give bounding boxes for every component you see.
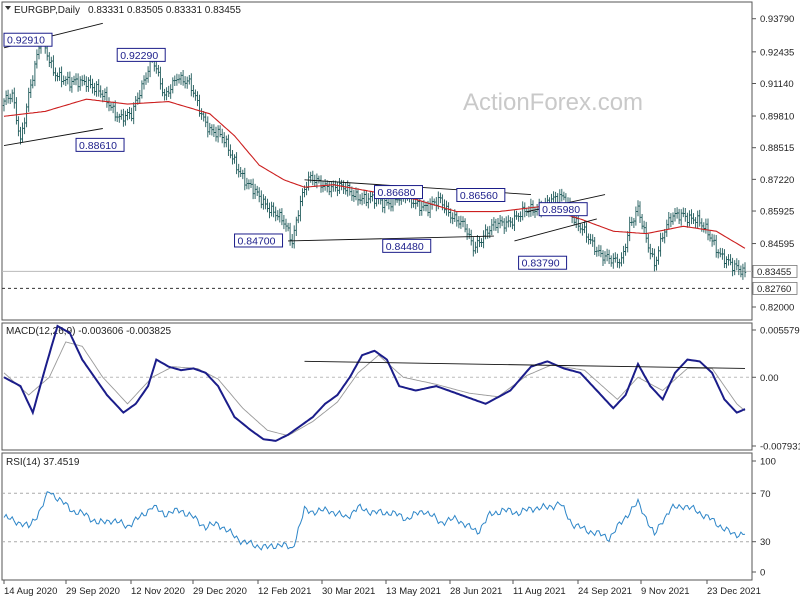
rsi-series	[2, 491, 752, 551]
macd-panel-frame	[1, 322, 753, 451]
macd-signal-line	[3, 341, 746, 437]
macd-tick-label: 0.00	[760, 373, 779, 384]
price-tick-label: 0.85925	[760, 207, 794, 218]
x-tick-label: 12 Feb 2021	[258, 586, 311, 597]
macd-line	[3, 324, 746, 442]
trendline-triangle-bottom	[288, 235, 494, 242]
rsi-tick-label: 0	[760, 568, 765, 579]
price-callout-box	[116, 47, 166, 62]
watermark: ActionForex.com	[463, 89, 643, 116]
price-tick-label: 0.92435	[760, 47, 794, 58]
x-tick-label: 23 Dec 2021	[707, 586, 761, 597]
price-tick-label: 0.88515	[760, 143, 794, 154]
price-tick-label: 0.93790	[760, 14, 794, 25]
price-bar	[743, 262, 747, 278]
rsi-tick-label: 100	[760, 457, 776, 468]
x-tick-label: 24 Sep 2021	[578, 586, 632, 597]
x-tick-label: 12 Nov 2020	[131, 586, 185, 597]
x-tick-label: 29 Sep 2020	[66, 586, 120, 597]
price-y-axis: 0.93790 0.92435 0.91140 0.89810 0.88515 0.872…	[752, 14, 798, 313]
symbol-label: EURGBP,Daily	[14, 5, 80, 16]
rsi-line	[3, 491, 746, 551]
ohlc-values: 0.83331 0.83505 0.83331 0.83455	[88, 5, 241, 16]
price-callout-label: 0.85980	[542, 204, 580, 216]
price-tick-label: 0.84595	[760, 239, 794, 250]
price-callouts: 0.92910 0.92290 0.88610 0.84700 0.86680 0.844…	[3, 32, 588, 270]
macd-tick-label: 0.005579	[760, 326, 800, 337]
rsi-panel-frame	[1, 452, 753, 581]
price-callout-label: 0.83790	[522, 258, 560, 270]
x-tick-label: 14 Aug 2020	[4, 586, 57, 597]
macd-trendline	[304, 360, 746, 369]
collapse-triangle-icon	[5, 6, 11, 10]
macd-title: MACD(12,26,9) -0.003606 -0.003825	[6, 326, 172, 337]
price-callout-label: 0.88610	[79, 140, 117, 152]
macd-y-axis: 0.005579 0.00 -0.007931	[752, 326, 800, 453]
support-price-label: 0.82760	[757, 284, 791, 295]
price-callout-box	[456, 187, 506, 202]
current-price-tag	[752, 265, 798, 278]
price-callout-label: 0.92910	[7, 35, 45, 47]
price-callout-box	[234, 233, 284, 248]
x-tick-label: 30 Mar 2021	[322, 586, 375, 597]
price-tick-label: 0.82000	[760, 302, 794, 313]
x-tick-label: 29 Dec 2020	[193, 586, 247, 597]
support-price-tag	[752, 282, 798, 295]
macd-tick-label: -0.007931	[760, 442, 800, 453]
rsi-y-axis: 100 70 30 0	[752, 457, 776, 579]
x-axis: 14 Aug 2020 29 Sep 2020 12 Nov 2020 29 Dec …	[3, 580, 761, 597]
price-tick-label: 0.89810	[760, 112, 794, 123]
price-candles	[2, 33, 747, 280]
price-header: EURGBP,Daily 0.83331 0.83505 0.83331 0.8…	[5, 5, 241, 16]
price-callout-label: 0.92290	[120, 50, 158, 62]
price-callout-box	[374, 185, 423, 200]
rsi-tick-label: 70	[760, 489, 771, 500]
trendline-wedge-bottom	[514, 218, 597, 242]
price-callout-box	[75, 137, 125, 152]
x-tick-label: 13 May 2021	[386, 586, 441, 597]
price-callout-box	[518, 255, 568, 270]
price-callout-label: 0.84480	[386, 241, 424, 253]
price-panel-frame	[1, 1, 753, 321]
macd-series	[2, 324, 752, 442]
rsi-tick-label: 30	[760, 537, 771, 548]
price-reference-lines	[2, 270, 752, 289]
price-callout-label: 0.86680	[378, 187, 416, 199]
price-callout-label: 0.86560	[460, 190, 498, 202]
current-price-label: 0.83455	[757, 267, 791, 278]
x-tick-label: 11 Aug 2021	[513, 586, 566, 597]
rsi-title: RSI(14) 37.4519	[6, 457, 80, 468]
trendline-channel-bottom	[3, 128, 103, 147]
price-callout-box	[538, 202, 588, 217]
x-tick-label: 9 Nov 2021	[641, 586, 690, 597]
x-tick-label: 28 Jun 2021	[450, 586, 502, 597]
price-callout-label: 0.84700	[238, 235, 276, 247]
price-tick-label: 0.87220	[760, 175, 794, 186]
price-tick-label: 0.91140	[760, 79, 794, 90]
price-callout-box	[382, 238, 432, 253]
price-callout-box	[3, 32, 53, 47]
